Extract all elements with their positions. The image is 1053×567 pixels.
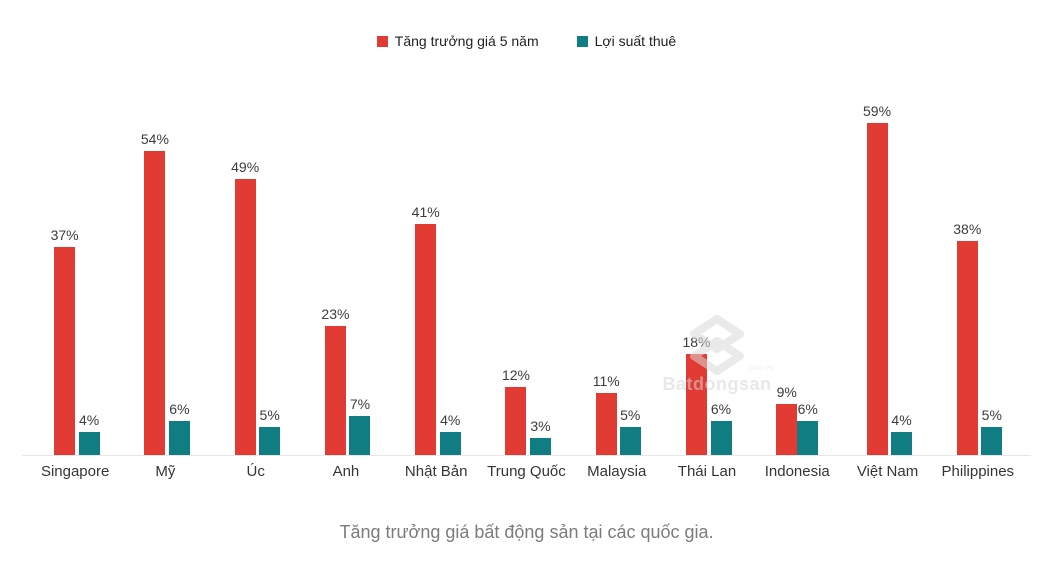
bar-price-growth-5y <box>54 247 76 455</box>
value-label-rental-yield: 3% <box>530 418 551 434</box>
x-axis-line <box>22 455 1031 456</box>
value-label-rental-yield: 5% <box>259 407 280 423</box>
bar-group-6: 11% 5% <box>572 95 662 455</box>
category-label-7: Thái Lan <box>677 463 737 480</box>
value-label-price-growth-5y: 41% <box>411 204 440 220</box>
legend-item-price-growth: Tăng trưởng giá 5 năm <box>376 33 539 49</box>
bar-group-7: 18% 6% <box>662 95 752 455</box>
value-label-price-growth-5y: 18% <box>682 334 711 350</box>
value-label-price-growth-5y: 9% <box>776 384 797 400</box>
value-label-price-growth-5y: 59% <box>863 103 892 119</box>
bar-group-2: 49% 5% <box>211 95 301 455</box>
value-label-rental-yield: 5% <box>620 407 641 423</box>
legend-item-rental-yield: Lợi suất thuê <box>576 33 677 49</box>
category-label-10: Philippines <box>941 463 1015 480</box>
category-label-4: Nhật Bản <box>404 463 468 480</box>
bar-group-4: 41% 4% <box>391 95 481 455</box>
bar-price-growth-5y <box>144 151 166 455</box>
bar-price-growth-5y <box>595 393 617 455</box>
legend-label: Tăng trưởng giá 5 năm <box>394 33 539 49</box>
value-label-price-growth-5y: 54% <box>140 131 169 147</box>
bar-rental-yield <box>168 421 190 455</box>
category-label-6: Malaysia <box>587 463 647 480</box>
bar-group-5: 12% 3% <box>481 95 571 455</box>
bar-price-growth-5y <box>505 387 527 455</box>
bar-rental-yield <box>529 438 551 455</box>
bar-price-growth-5y <box>776 404 798 455</box>
value-label-price-growth-5y: 11% <box>592 373 620 389</box>
bar-group-1: 54% 6% <box>120 95 210 455</box>
value-label-rental-yield: 4% <box>79 412 100 428</box>
bar-groups: 37% 4% 54% 6% 49% 5% 23% 7% 41% 4% 12% 3% 11% 5% 18% 6%… <box>30 95 1023 455</box>
bar-rental-yield <box>259 427 281 455</box>
bar-rental-yield <box>981 427 1003 455</box>
value-label-price-growth-5y: 38% <box>953 221 982 237</box>
plot-area: 37% 4% 54% 6% 49% 5% 23% 7% 41% 4% 12% 3% 11% 5% 18% 6%… <box>22 95 1031 480</box>
value-label-rental-yield: 6% <box>797 401 818 417</box>
value-label-rental-yield: 6% <box>169 401 190 417</box>
legend-label: Lợi suất thuê <box>594 33 677 49</box>
value-label-rental-yield: 7% <box>349 396 371 412</box>
legend-marker-red-icon <box>376 35 388 47</box>
bar-group-10: 38% 5% <box>933 95 1023 455</box>
category-label-2: Úc <box>246 463 265 480</box>
bar-rental-yield <box>439 432 461 455</box>
bar-group-0: 37% 4% <box>30 95 120 455</box>
bar-group-3: 23% 7% <box>301 95 391 455</box>
category-label-3: Anh <box>332 463 360 480</box>
value-label-price-growth-5y: 23% <box>321 306 350 322</box>
value-label-price-growth-5y: 49% <box>231 159 260 175</box>
bar-rental-yield <box>78 432 100 455</box>
category-label-5: Trung Quốc <box>487 463 566 480</box>
value-label-rental-yield: 4% <box>440 412 461 428</box>
category-label-8: Indonesia <box>764 463 830 480</box>
value-label-rental-yield: 6% <box>710 401 732 417</box>
bar-price-growth-5y <box>956 241 978 455</box>
bar-price-growth-5y <box>324 326 346 455</box>
bar-rental-yield <box>710 421 732 455</box>
x-axis-labels: Singapore Mỹ Úc Anh Nhật Bản Trung Quốc Malays… <box>30 463 1023 480</box>
bar-price-growth-5y <box>234 179 256 455</box>
chart-legend: Tăng trưởng giá 5 năm Lợi suất thuê <box>0 33 1053 49</box>
bar-group-8: 9% 6% <box>752 95 842 455</box>
value-label-price-growth-5y: 37% <box>50 227 79 243</box>
bar-rental-yield <box>619 427 641 455</box>
chart-caption: Tăng trưởng giá bất động sản tại các quố… <box>339 522 714 542</box>
bar-rental-yield <box>891 432 913 455</box>
bar-group-9: 59% 4% <box>842 95 932 455</box>
category-label-1: Mỹ <box>155 463 176 480</box>
bar-price-growth-5y <box>866 123 888 455</box>
category-label-9: Việt Nam <box>856 463 919 480</box>
value-label-rental-yield: 4% <box>891 412 912 428</box>
legend-marker-teal-icon <box>576 35 588 47</box>
bar-price-growth-5y <box>415 224 437 455</box>
value-label-rental-yield: 5% <box>981 407 1002 423</box>
bar-rental-yield <box>349 416 371 455</box>
bar-price-growth-5y <box>685 354 707 455</box>
value-label-price-growth-5y: 12% <box>501 367 530 383</box>
bar-rental-yield <box>797 421 819 455</box>
category-label-0: Singapore <box>40 463 110 480</box>
